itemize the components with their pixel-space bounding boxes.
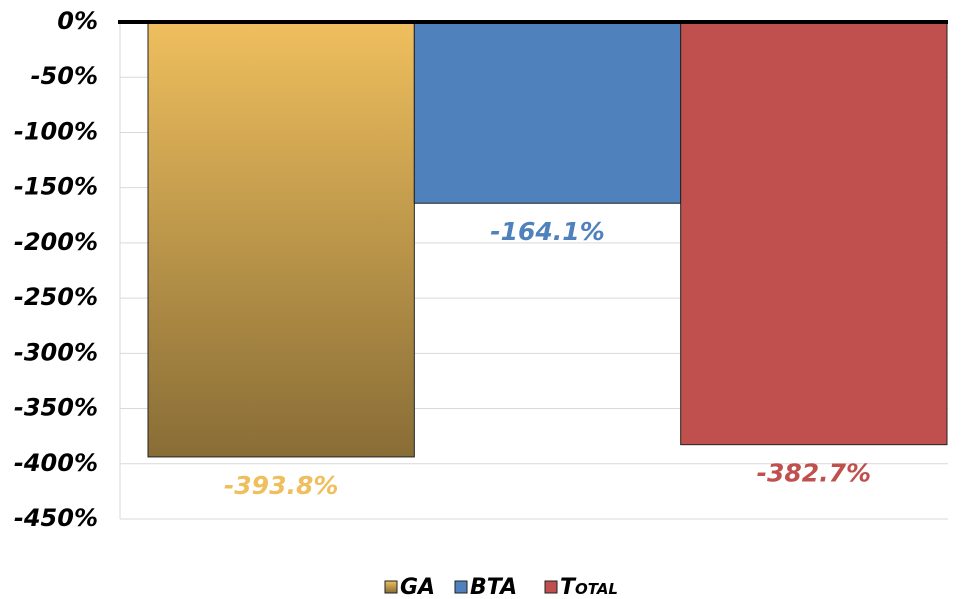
y-tick-label: 0%	[57, 7, 98, 35]
y-tick-label: -300%	[14, 338, 98, 366]
y-tick-label: -100%	[14, 117, 98, 145]
y-tick-label: -350%	[14, 394, 98, 422]
data-label: -382.7%	[757, 459, 872, 488]
bar	[413, 21, 682, 204]
bar	[147, 21, 415, 458]
y-tick-label: -400%	[14, 449, 98, 477]
bar	[680, 21, 948, 446]
y-tick-label: -150%	[14, 173, 98, 201]
legend-swatch	[544, 580, 558, 594]
legend-label: GA	[400, 575, 435, 599]
legend-swatch	[384, 580, 398, 594]
legend-swatch	[454, 580, 468, 594]
legend-label: Total	[560, 575, 618, 599]
y-tick-label: -250%	[14, 283, 98, 311]
data-label: -393.8%	[224, 471, 339, 500]
y-tick-label: -50%	[31, 62, 98, 90]
y-tick-label: -450%	[14, 504, 98, 532]
data-label: -164.1%	[490, 217, 605, 246]
legend-label: BTA	[470, 575, 517, 599]
y-tick-label: -200%	[14, 228, 98, 256]
